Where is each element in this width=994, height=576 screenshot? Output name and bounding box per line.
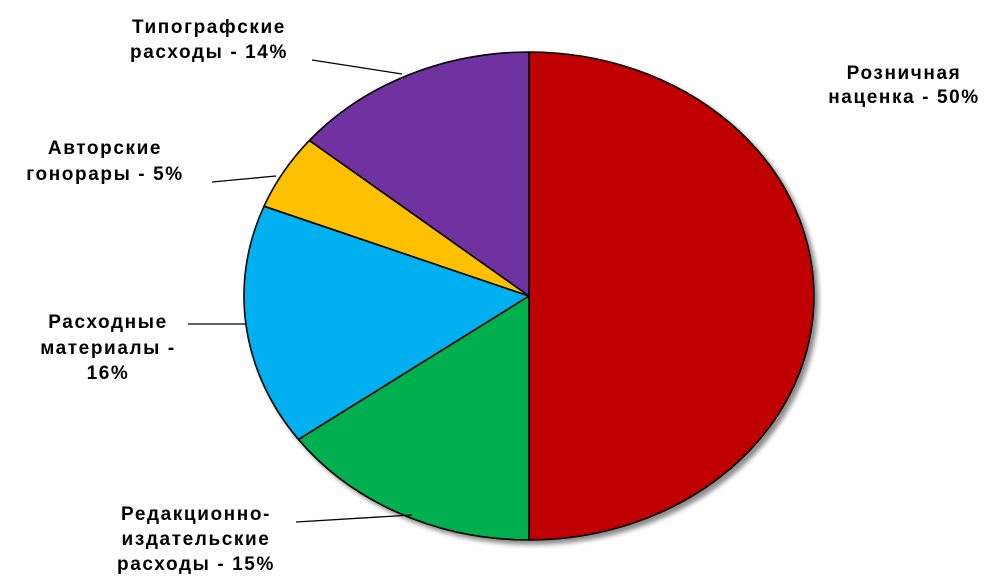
leader-line-printing-costs (311, 59, 403, 75)
pie-slices (243, 51, 815, 541)
slice-label-line: Розничная (847, 63, 962, 84)
slice-retail-markup (528, 51, 815, 541)
slice-editorial-costs (297, 295, 530, 541)
slice-label-line: Редакционно- (121, 504, 271, 525)
slice-label-line: гонорары - 5% (26, 164, 184, 185)
slice-label-line: издательские (122, 529, 271, 550)
slice-label-line: материалы - (40, 338, 176, 359)
slice-label-line: 16% (87, 363, 130, 384)
leader-line-author-fees (211, 175, 277, 183)
slice-label-editorial-costs: Редакционно- издательские расходы - 15% (117, 504, 275, 575)
slice-label-printing-costs: Типографские расходы - 14% (130, 17, 288, 63)
slice-label-line: Типографские (132, 17, 286, 38)
slice-label-line: расходы - 15% (117, 554, 275, 575)
slice-label-line: Авторские (48, 138, 162, 159)
slice-label-line: расходы - 14% (130, 42, 288, 63)
leader-lines (188, 59, 413, 523)
slice-label-line: Расходные (48, 312, 168, 333)
slice-label-line: наценка - 50% (828, 87, 980, 108)
slice-label-materials: Расходные материалы - 16% (40, 312, 176, 384)
leader-line-editorial-costs (295, 514, 413, 523)
slice-label-author-fees: Авторские гонорары - 5% (26, 138, 184, 185)
slice-printing-costs (308, 51, 530, 297)
slice-label-retail-markup: Розничная наценка - 50% (828, 63, 980, 108)
slice-materials (243, 205, 530, 441)
